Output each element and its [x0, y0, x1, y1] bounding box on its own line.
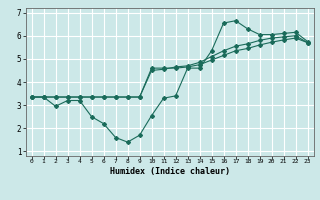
- X-axis label: Humidex (Indice chaleur): Humidex (Indice chaleur): [109, 167, 230, 176]
